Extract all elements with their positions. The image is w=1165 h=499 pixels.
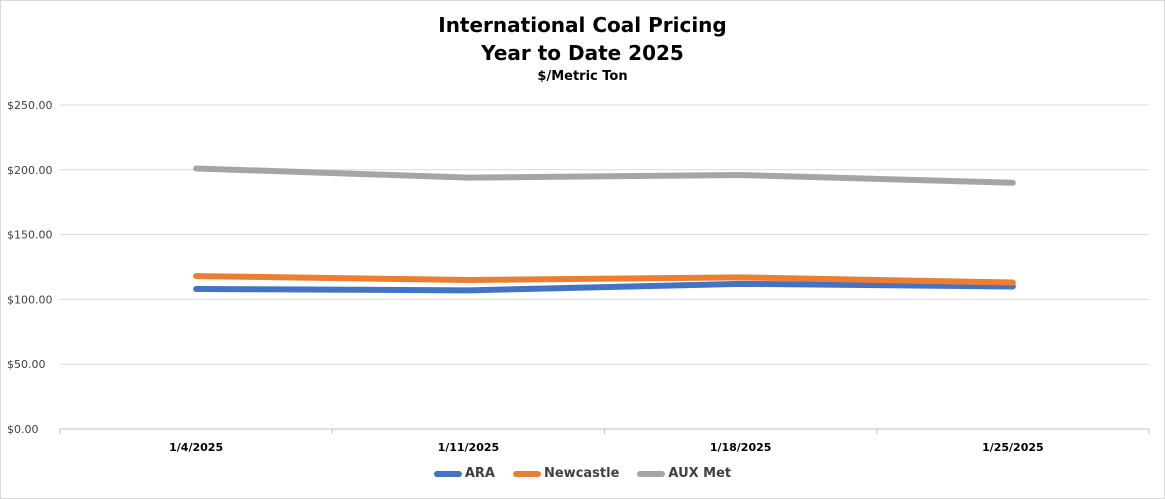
legend-swatch [433, 470, 462, 477]
legend-label: AUX Met [668, 466, 732, 481]
series-line-aux-met [193, 165, 1016, 186]
legend-label: Newcastle [543, 466, 620, 481]
chart-subtitle: $/Metric Ton [537, 69, 628, 84]
chart-title: International Coal Pricing [438, 13, 727, 37]
y-tick-label: $150.00 [7, 229, 53, 242]
chart-title-line2: Year to Date 2025 [481, 41, 684, 65]
y-tick-label: $100.00 [7, 293, 53, 306]
series-line-newcastle [193, 273, 1016, 286]
legend-swatch [637, 470, 666, 477]
chart-legend: ARA Newcastle AUX Met [1, 466, 1164, 481]
x-tick-label: 1/25/2025 [982, 441, 1044, 454]
y-tick-label: $200.00 [7, 164, 53, 177]
x-tick-label: 1/4/2025 [169, 441, 223, 454]
legend-label: ARA [464, 466, 495, 481]
y-tick-label: $50.00 [7, 358, 46, 371]
x-tick-label: 1/11/2025 [438, 441, 500, 454]
plot-area: $0.00 $50.00 $100.00 $150.00 $200.00 $250.00 1… [7, 99, 1150, 454]
y-tick-label: $250.00 [7, 99, 53, 112]
legend-item: ARA [433, 466, 495, 481]
x-tick-label: 1/18/2025 [710, 441, 772, 454]
legend-item: AUX Met [637, 466, 731, 481]
legend-item: Newcastle [512, 466, 620, 481]
chart-title-block: International Coal Pricing Year to Date … [1, 11, 1164, 87]
y-tick-label: $0.00 [7, 423, 39, 436]
series-line-ara [193, 280, 1016, 294]
legend-swatch [512, 470, 541, 477]
